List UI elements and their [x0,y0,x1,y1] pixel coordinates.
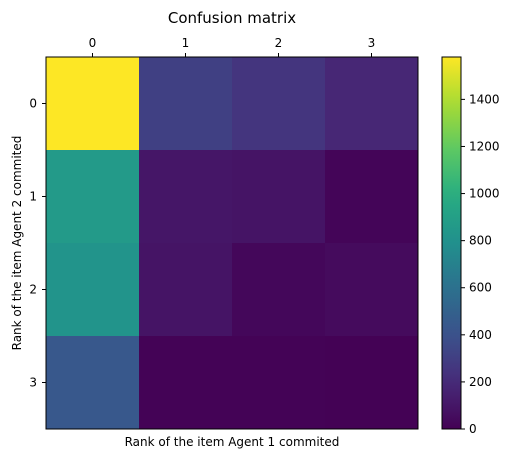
heatmap-cell [139,150,233,244]
plot-frame [45,56,419,430]
heatmap-cell [325,336,419,430]
heatmap-cell [139,57,233,151]
colorbar-tick-label: 200 [469,375,492,389]
heatmap-cell [325,150,419,244]
chart-title: Confusion matrix [168,9,296,27]
colorbar [441,56,462,430]
heatmap-cell [46,336,140,430]
heatmap-cell [232,57,326,151]
colorbar-ticks: 0 200 400 600 800 1000 1200 1400 [461,92,500,436]
heatmap-cell [46,243,140,337]
heatmap-cell [325,243,419,337]
heatmap-cell [232,243,326,337]
heatmap-cell [139,243,233,337]
heatmap-cell [46,150,140,244]
heatmap-cells [46,57,419,430]
heatmap-cell [139,336,233,430]
heatmap-cell [325,57,419,151]
x-tick-label: 2 [275,36,283,50]
x-tick-label: 3 [368,36,376,50]
x-tick-label: 0 [89,36,97,50]
y-axis-ticks: 0 1 2 3 [29,97,46,390]
colorbar-tick-label: 400 [469,328,492,342]
colorbar-tick-label: 1200 [469,139,500,153]
colorbar-tick-label: 0 [469,422,477,436]
heatmap-cell [232,336,326,430]
y-tick-label: 2 [29,283,37,297]
y-tick-label: 3 [29,376,37,390]
y-tick-label: 0 [29,97,37,111]
y-tick-label: 1 [29,190,37,204]
y-axis-label: Rank of the item Agent 2 commited [10,136,24,351]
heatmap-cell [46,57,140,151]
colorbar-tick-label: 1400 [469,92,500,106]
colorbar-tick-label: 1000 [469,187,500,201]
heatmap-cell [232,150,326,244]
x-tick-label: 1 [182,36,190,50]
x-axis-ticks: 0 1 2 3 [89,36,376,57]
colorbar-tick-label: 800 [469,234,492,248]
x-axis-label: Rank of the item Agent 1 commited [125,435,340,449]
colorbar-tick-label: 600 [469,281,492,295]
